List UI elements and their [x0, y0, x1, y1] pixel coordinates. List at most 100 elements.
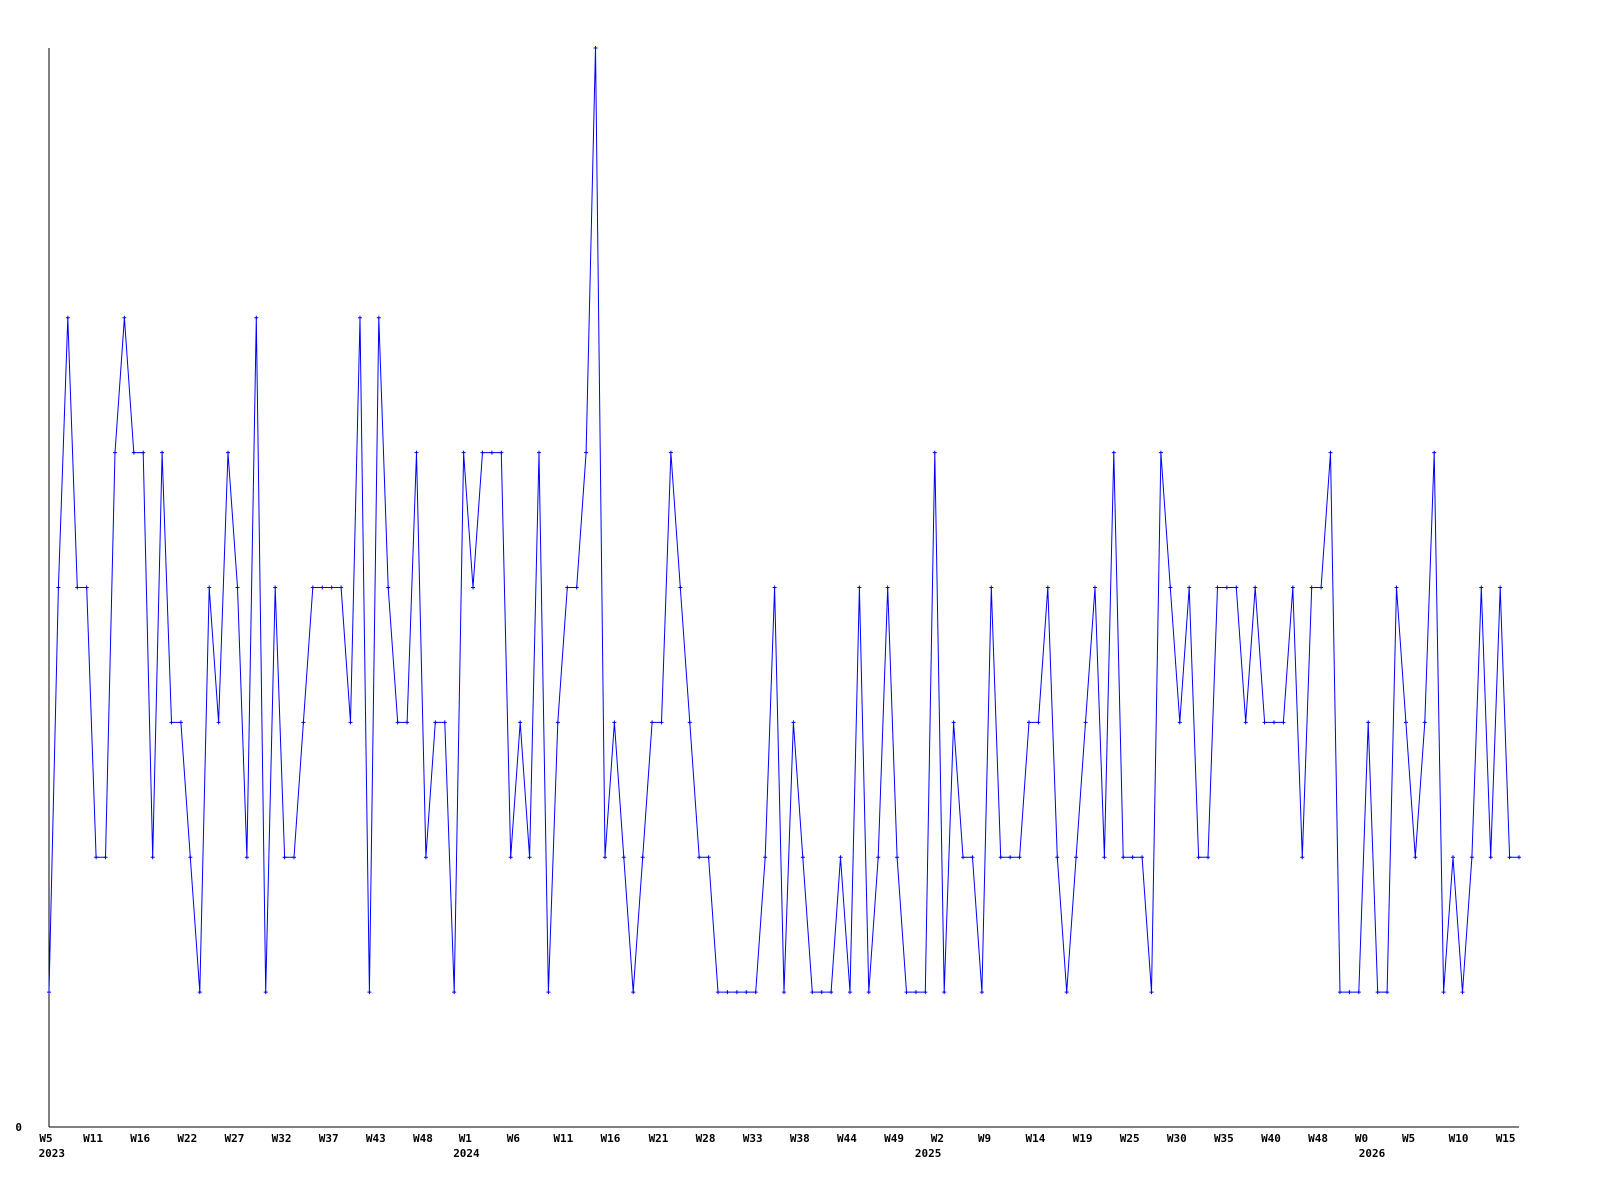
data-point	[942, 990, 947, 995]
data-point	[800, 855, 805, 860]
data-point	[621, 855, 626, 860]
data-point	[339, 585, 344, 590]
data-point	[1055, 855, 1060, 860]
data-point	[706, 855, 711, 860]
axes	[48, 48, 1519, 1128]
data-point	[659, 720, 664, 725]
data-point	[527, 855, 532, 860]
data-point	[932, 450, 937, 455]
data-point	[1319, 585, 1324, 590]
data-point	[1168, 585, 1173, 590]
data-point	[1337, 990, 1342, 995]
data-point	[442, 720, 447, 725]
data-point	[226, 450, 231, 455]
data-point	[753, 990, 758, 995]
data-point	[216, 720, 221, 725]
data-point	[1422, 720, 1427, 725]
x-tick-label: W49	[884, 1132, 904, 1145]
x-tick-label: W32	[272, 1132, 292, 1145]
data-point	[1092, 585, 1097, 590]
data-point	[1177, 720, 1182, 725]
data-point	[1498, 585, 1503, 590]
x-tick-label: W28	[696, 1132, 716, 1145]
data-point	[1121, 855, 1126, 860]
data-point	[188, 855, 193, 860]
x-tick-label: W2	[931, 1132, 944, 1145]
data-point	[1234, 585, 1239, 590]
data-point	[951, 720, 956, 725]
axis-labels: 0 W5 W11 W16 W22 W27 W32 W37 W43 W48 W1 W6 W11 W16 W21…	[15, 1121, 1515, 1160]
data-point	[838, 855, 843, 860]
x-tick-label: W5	[39, 1132, 52, 1145]
data-point	[1300, 855, 1305, 860]
x-tick-label: W35	[1214, 1132, 1234, 1145]
data-point	[310, 585, 315, 590]
data-point	[1027, 720, 1031, 725]
data-point	[273, 585, 278, 590]
data-point	[1507, 855, 1512, 860]
data-point	[819, 990, 824, 995]
data-point	[348, 720, 353, 725]
data-point	[112, 450, 117, 455]
data-point	[329, 585, 334, 590]
data-point	[1253, 585, 1258, 590]
data-point	[1413, 855, 1418, 860]
data-point	[1224, 585, 1229, 590]
x-year-label: 2024	[453, 1147, 480, 1160]
data-point	[433, 720, 438, 725]
x-tick-label: W43	[366, 1132, 386, 1145]
data-point	[386, 585, 391, 590]
data-point	[1083, 720, 1088, 725]
data-point	[961, 855, 966, 860]
x-tick-label: W27	[225, 1132, 245, 1145]
data-point	[640, 855, 645, 860]
data-point	[772, 585, 777, 590]
x-tick-label: W16	[130, 1132, 150, 1145]
data-point	[1328, 450, 1333, 455]
data-point	[650, 720, 655, 725]
series-markers	[47, 46, 1521, 995]
data-point	[1356, 990, 1361, 995]
data-point	[376, 315, 381, 320]
data-point	[395, 720, 400, 725]
data-point	[1158, 450, 1163, 455]
data-point	[885, 585, 890, 590]
x-tick-label: W9	[978, 1132, 991, 1145]
data-point	[518, 720, 523, 725]
data-point	[1432, 450, 1437, 455]
data-point	[282, 855, 287, 860]
data-point	[1243, 720, 1248, 725]
data-point	[970, 855, 975, 860]
data-point	[668, 450, 673, 455]
data-point	[367, 990, 372, 995]
data-point	[555, 720, 560, 725]
data-point	[56, 585, 61, 590]
x-tick-label: W14	[1025, 1132, 1045, 1145]
data-point	[508, 855, 513, 860]
data-point	[1102, 855, 1107, 860]
series-line	[48, 47, 1519, 993]
data-point	[1385, 990, 1390, 995]
data-point	[489, 450, 494, 455]
data-point	[546, 990, 551, 995]
data-point	[1375, 990, 1380, 995]
data-point	[1347, 990, 1352, 995]
data-point	[584, 450, 589, 455]
data-point	[847, 990, 852, 995]
data-point	[537, 450, 541, 455]
data-point	[1281, 720, 1286, 725]
data-point	[452, 990, 457, 995]
data-point	[150, 855, 155, 860]
data-point	[103, 855, 108, 860]
data-point	[1394, 585, 1399, 590]
data-point	[1451, 855, 1456, 860]
data-point	[461, 450, 466, 455]
x-tick-label: W1	[459, 1132, 473, 1145]
x-tick-label: W44	[837, 1132, 857, 1145]
data-point	[1441, 990, 1446, 995]
data-point	[782, 990, 786, 995]
data-point	[1290, 585, 1295, 590]
data-point	[1187, 585, 1192, 590]
data-point	[998, 855, 1003, 860]
data-point	[697, 855, 702, 860]
